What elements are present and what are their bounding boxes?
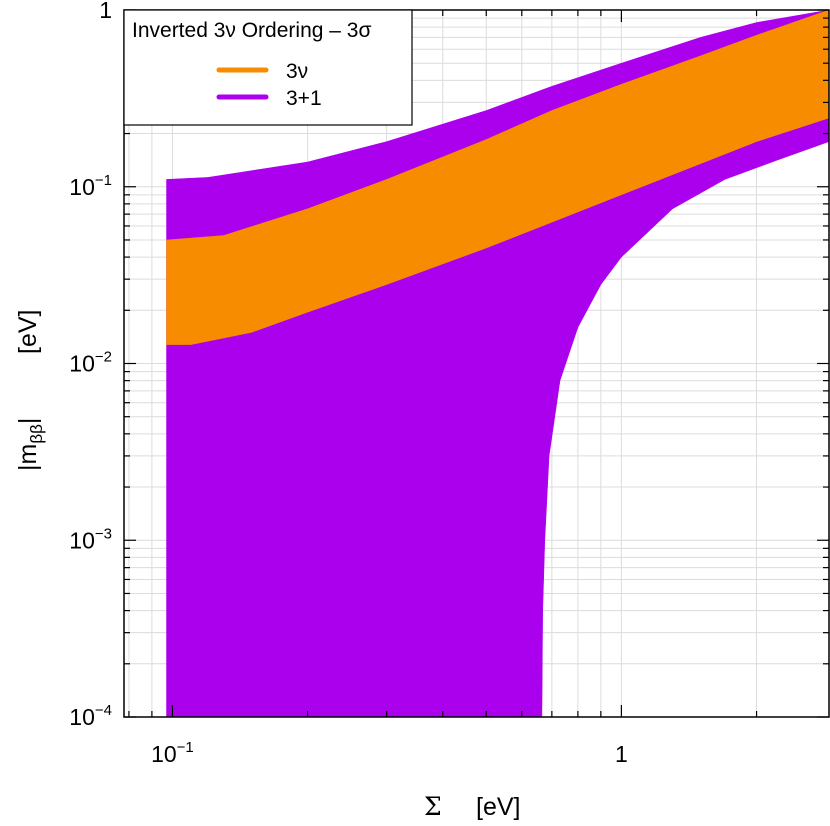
y-axis-base: |m (14, 444, 42, 471)
legend-title: Inverted 3ν Ordering – 3σ (132, 19, 371, 42)
legend-label: 3+1 (286, 87, 322, 110)
legend-items: 3ν3+1 (216, 60, 322, 110)
legend: Inverted 3ν Ordering – 3σ 3ν3+1 (123, 9, 413, 126)
y-axis-close: | (14, 418, 42, 425)
plot-frame (123, 9, 830, 718)
x-axis-label: Σ [eV] (424, 792, 520, 821)
tick-labels: 10−1 1 10−4 10−3 10−2 10−1 1 (69, 0, 628, 767)
x-tick-label: 10−1 (151, 739, 194, 767)
legend-box (123, 9, 413, 126)
x-axis-unit: [eV] (476, 793, 520, 821)
series-bands (166, 9, 830, 718)
x-tick-label: 1 (615, 741, 628, 767)
band-3ν (166, 9, 830, 345)
y-tick-label: 10−2 (69, 349, 112, 377)
y-tick-label: 10−4 (69, 702, 112, 730)
svg-text:|mββ|: |mββ| (14, 418, 46, 471)
legend-label: 3ν (286, 60, 308, 83)
y-axis-label: |mββ| [eV] (14, 310, 46, 471)
y-tick-label: 10−1 (69, 172, 112, 200)
y-tick-label: 10−3 (69, 525, 112, 553)
y-axis-subscript: ββ (27, 424, 46, 444)
y-axis-unit: [eV] (14, 310, 42, 354)
y-tick-label: 1 (99, 0, 112, 23)
band-3+1 (166, 9, 830, 718)
x-axis-symbol: Σ (424, 792, 442, 821)
